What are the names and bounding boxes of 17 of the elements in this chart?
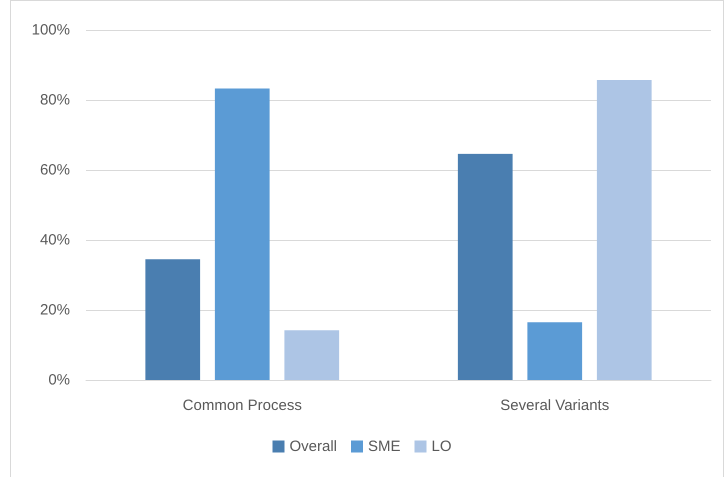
- y-tick-label: 80%: [40, 92, 70, 108]
- legend-label: LO: [432, 438, 452, 455]
- bar: [596, 80, 652, 380]
- y-tick-label: 20%: [40, 302, 70, 318]
- x-tick-label: Several Variants: [500, 397, 610, 414]
- bar: [527, 322, 582, 380]
- bar: [284, 330, 340, 380]
- y-tick-label: 0%: [48, 372, 70, 388]
- x-tick-label: Common Process: [182, 397, 302, 414]
- bar: [214, 88, 270, 380]
- bar: [458, 154, 513, 380]
- y-tick-label: 40%: [40, 232, 70, 248]
- legend-label: SME: [368, 438, 401, 455]
- y-tick-label: 100%: [32, 22, 70, 38]
- bar: [145, 259, 200, 380]
- legend-label: Overall: [289, 438, 337, 455]
- y-tick-label: 60%: [40, 162, 70, 178]
